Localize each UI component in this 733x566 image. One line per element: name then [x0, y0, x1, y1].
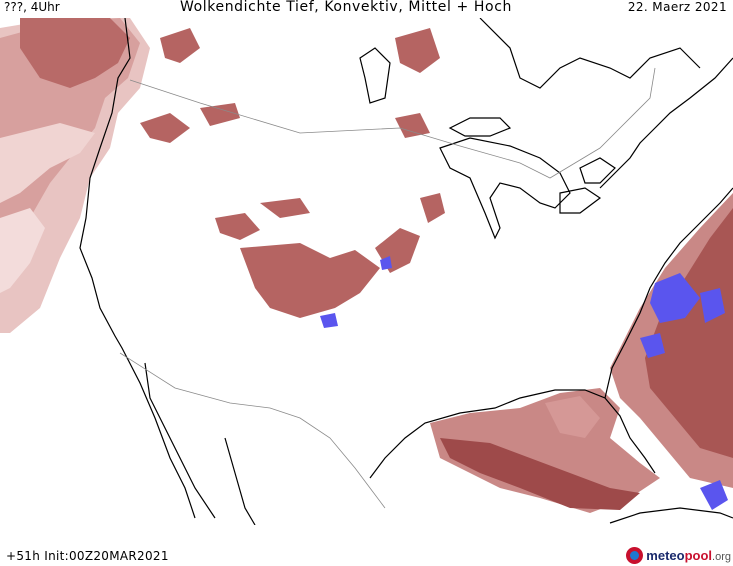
logo-text: meteopool.org — [646, 547, 731, 563]
cloud-field-gulf — [430, 388, 660, 513]
cloud-field-interior — [140, 28, 445, 318]
cloud-field-atlantic — [610, 193, 733, 488]
cloud-field-pacific — [0, 18, 150, 333]
borders — [119, 67, 656, 509]
meteopool-logo[interactable]: meteopool.org — [626, 545, 731, 565]
header-run-label: ???, 4Uhr — [4, 0, 60, 14]
logo-mark-icon — [626, 546, 644, 564]
cloud-field-max — [320, 256, 728, 510]
coastlines — [79, 18, 733, 525]
forecast-init-label: +51h Init:00Z20MAR2021 — [6, 549, 169, 563]
map-title: Wolkendichte Tief, Konvektiv, Mittel + H… — [180, 0, 512, 15]
forecast-date: 22. Maerz 2021 — [627, 0, 727, 14]
cloud-density-map — [0, 18, 733, 525]
